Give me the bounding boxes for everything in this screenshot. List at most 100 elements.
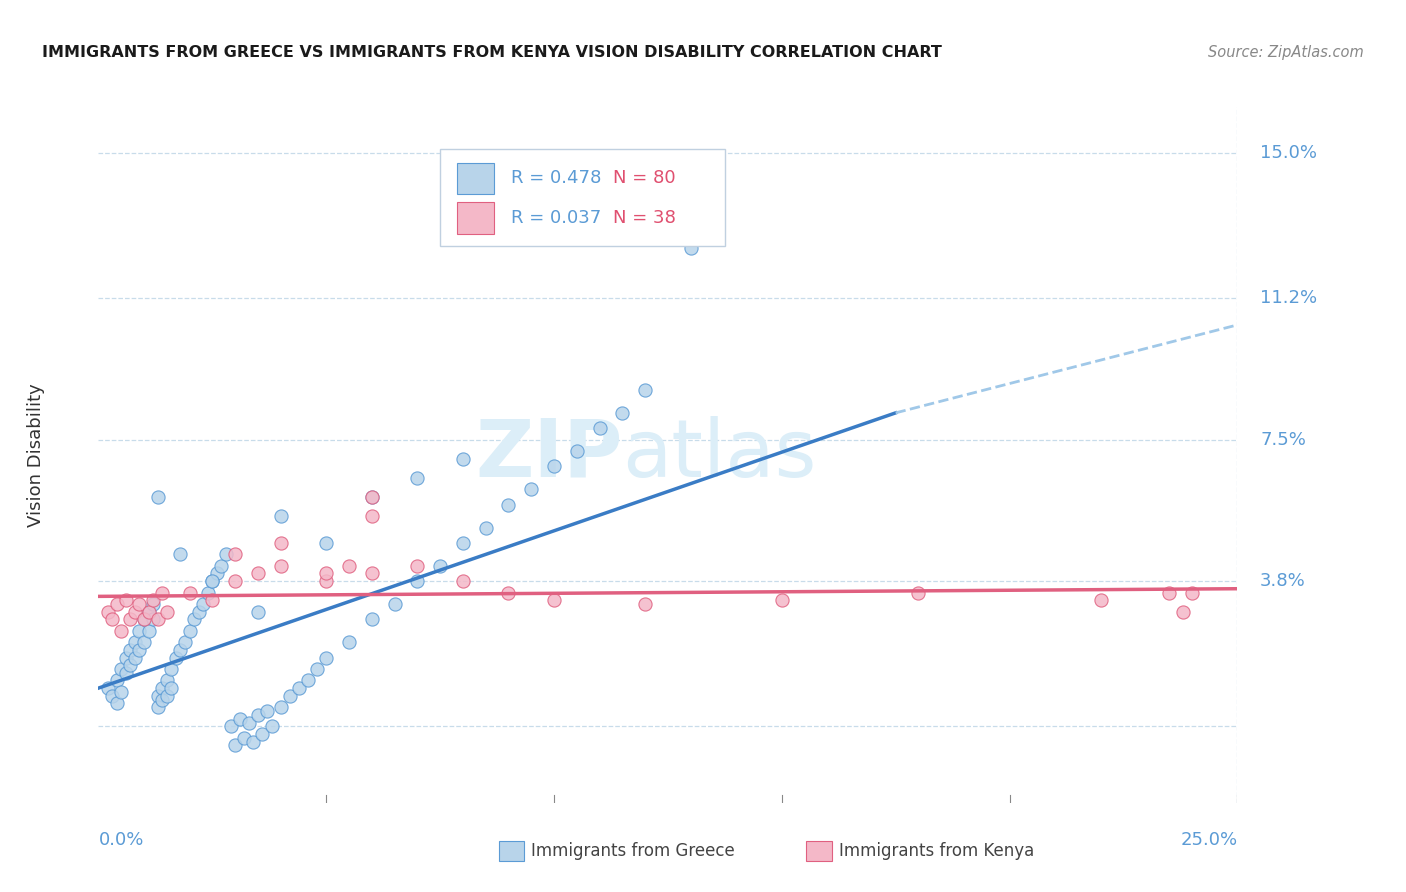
Point bbox=[128, 624, 150, 638]
Point bbox=[565, 444, 588, 458]
Point bbox=[124, 605, 146, 619]
Point bbox=[156, 605, 179, 619]
Point bbox=[384, 597, 406, 611]
Point bbox=[233, 731, 256, 745]
Point bbox=[1181, 585, 1204, 599]
Text: 25.0%: 25.0% bbox=[1180, 830, 1237, 848]
Point bbox=[128, 597, 150, 611]
Point bbox=[278, 689, 301, 703]
FancyBboxPatch shape bbox=[457, 202, 494, 234]
Point bbox=[474, 520, 496, 534]
Point bbox=[142, 593, 165, 607]
Point bbox=[219, 719, 242, 733]
Point bbox=[498, 585, 520, 599]
Text: R = 0.037: R = 0.037 bbox=[510, 209, 600, 227]
Point bbox=[315, 650, 337, 665]
FancyBboxPatch shape bbox=[440, 149, 725, 246]
Point bbox=[288, 681, 311, 695]
Point bbox=[142, 597, 165, 611]
Point bbox=[246, 605, 269, 619]
Point bbox=[360, 490, 382, 504]
Text: N = 80: N = 80 bbox=[613, 169, 676, 187]
Point bbox=[146, 689, 169, 703]
Point bbox=[146, 490, 169, 504]
Point bbox=[238, 715, 260, 730]
Point bbox=[209, 558, 232, 573]
Point bbox=[451, 451, 474, 466]
FancyBboxPatch shape bbox=[457, 162, 494, 194]
Text: 3.8%: 3.8% bbox=[1260, 572, 1306, 591]
Point bbox=[588, 421, 610, 435]
Point bbox=[634, 383, 657, 397]
Text: #dceef8: #dceef8 bbox=[668, 454, 673, 455]
Point bbox=[260, 719, 283, 733]
Point bbox=[1171, 605, 1194, 619]
Point bbox=[124, 650, 146, 665]
Point bbox=[160, 662, 183, 676]
Point bbox=[252, 727, 274, 741]
Text: R = 0.478: R = 0.478 bbox=[510, 169, 600, 187]
Point bbox=[201, 574, 224, 588]
Point bbox=[120, 612, 142, 626]
Text: 7.5%: 7.5% bbox=[1260, 431, 1306, 449]
Point bbox=[406, 558, 429, 573]
Point bbox=[451, 574, 474, 588]
Text: 15.0%: 15.0% bbox=[1260, 144, 1317, 162]
Point bbox=[120, 658, 142, 673]
Point bbox=[270, 700, 292, 714]
Point bbox=[193, 597, 215, 611]
Point bbox=[101, 689, 124, 703]
Point bbox=[174, 635, 197, 649]
Text: Source: ZipAtlas.com: Source: ZipAtlas.com bbox=[1208, 45, 1364, 60]
Point bbox=[201, 593, 224, 607]
Point bbox=[224, 739, 246, 753]
Point bbox=[120, 643, 142, 657]
Point bbox=[132, 612, 155, 626]
Point bbox=[105, 597, 128, 611]
Point bbox=[770, 593, 793, 607]
Text: atlas: atlas bbox=[623, 416, 817, 494]
Point bbox=[128, 643, 150, 657]
Point bbox=[360, 612, 382, 626]
Point bbox=[315, 574, 337, 588]
Point bbox=[150, 681, 173, 695]
Point bbox=[197, 585, 219, 599]
Point bbox=[146, 700, 169, 714]
Point bbox=[315, 566, 337, 581]
Point bbox=[498, 498, 520, 512]
Point bbox=[360, 509, 382, 524]
Point bbox=[246, 707, 269, 722]
Point bbox=[451, 536, 474, 550]
Point bbox=[114, 593, 136, 607]
Point bbox=[138, 605, 160, 619]
Point bbox=[156, 689, 179, 703]
Point bbox=[270, 536, 292, 550]
Point bbox=[138, 605, 160, 619]
Point bbox=[110, 624, 132, 638]
Point bbox=[169, 643, 191, 657]
Point bbox=[215, 547, 238, 561]
Point bbox=[315, 536, 337, 550]
Point bbox=[124, 635, 146, 649]
Point bbox=[224, 574, 246, 588]
Point bbox=[679, 242, 702, 256]
Point bbox=[1157, 585, 1180, 599]
Point bbox=[160, 681, 183, 695]
Point bbox=[224, 547, 246, 561]
Point bbox=[110, 685, 132, 699]
Point bbox=[406, 471, 429, 485]
Point bbox=[1090, 593, 1112, 607]
Point bbox=[105, 697, 128, 711]
Point bbox=[114, 665, 136, 680]
Point bbox=[169, 547, 191, 561]
Point bbox=[146, 612, 169, 626]
Text: 0.0%: 0.0% bbox=[98, 830, 143, 848]
Text: ZIP: ZIP bbox=[475, 416, 623, 494]
Point bbox=[543, 593, 565, 607]
Point bbox=[205, 566, 228, 581]
Point bbox=[165, 650, 187, 665]
Text: Immigrants from Greece: Immigrants from Greece bbox=[531, 842, 735, 860]
Point bbox=[105, 673, 128, 688]
Point bbox=[156, 673, 179, 688]
Point bbox=[183, 612, 205, 626]
